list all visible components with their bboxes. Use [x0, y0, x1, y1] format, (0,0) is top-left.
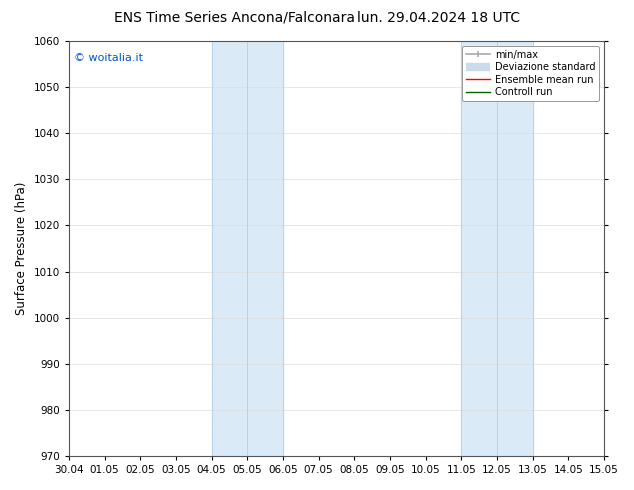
Bar [212, 41, 247, 456]
Text: ENS Time Series Ancona/Falconara: ENS Time Series Ancona/Falconara [114, 11, 355, 25]
Bar [247, 41, 283, 456]
Bar [462, 41, 497, 456]
Y-axis label: Surface Pressure (hPa): Surface Pressure (hPa) [15, 182, 28, 315]
Bar [497, 41, 533, 456]
Text: © woitalia.it: © woitalia.it [74, 53, 143, 64]
Legend: min/max, Deviazione standard, Ensemble mean run, Controll run: min/max, Deviazione standard, Ensemble m… [462, 46, 599, 101]
Text: lun. 29.04.2024 18 UTC: lun. 29.04.2024 18 UTC [357, 11, 520, 25]
